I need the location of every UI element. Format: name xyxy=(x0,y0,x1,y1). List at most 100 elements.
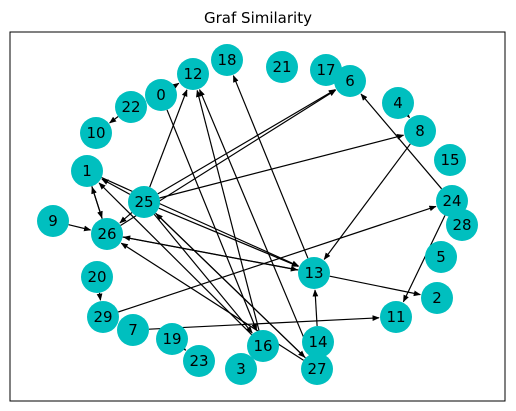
edge-24-to-6 xyxy=(360,93,443,190)
node-10: 10 xyxy=(80,117,112,149)
node-label-18: 18 xyxy=(217,51,236,69)
node-5: 5 xyxy=(425,241,457,273)
node-circle-18 xyxy=(211,44,243,76)
edge-25-to-8 xyxy=(159,134,405,199)
node-20: 20 xyxy=(81,261,113,293)
node-label-23: 23 xyxy=(189,352,208,370)
node-13: 13 xyxy=(298,257,330,289)
edge-13-to-18 xyxy=(232,75,309,259)
node-circle-17 xyxy=(310,54,342,86)
node-circle-4 xyxy=(382,87,414,119)
node-circle-21 xyxy=(266,51,298,83)
edge-4-to-8 xyxy=(403,110,410,119)
node-28: 28 xyxy=(446,209,478,241)
node-circle-20 xyxy=(81,261,113,293)
edge-19-to-23 xyxy=(179,343,187,351)
node-circle-10 xyxy=(80,117,112,149)
edge-25-to-6 xyxy=(157,89,336,195)
figure-title: Graf Similarity xyxy=(204,9,312,27)
node-0: 0 xyxy=(145,79,177,111)
edge-27-to-12 xyxy=(199,89,312,355)
node-circle-22 xyxy=(115,91,147,123)
edge-24-to-11 xyxy=(402,215,446,303)
edge-27-to-25 xyxy=(155,213,306,359)
node-circle-16 xyxy=(247,330,279,362)
node-17: 17 xyxy=(310,54,342,86)
node-15: 15 xyxy=(434,144,466,176)
node-label-14: 14 xyxy=(308,333,327,351)
node-label-22: 22 xyxy=(121,98,140,116)
node-label-0: 0 xyxy=(156,86,166,104)
node-circle-7 xyxy=(117,314,149,346)
node-label-24: 24 xyxy=(442,192,461,210)
node-circle-6 xyxy=(334,65,366,97)
node-7: 7 xyxy=(117,314,149,346)
node-circle-15 xyxy=(434,144,466,176)
node-4: 4 xyxy=(382,87,414,119)
node-27: 27 xyxy=(301,353,333,385)
node-14: 14 xyxy=(302,326,334,358)
edge-29-to-24 xyxy=(118,205,437,313)
node-label-3: 3 xyxy=(236,360,246,378)
node-circle-25 xyxy=(128,186,160,218)
node-label-4: 4 xyxy=(393,94,403,112)
node-21: 21 xyxy=(266,51,298,83)
node-3: 3 xyxy=(225,353,257,385)
edge-16-to-12 xyxy=(196,89,260,331)
edge-25-to-12 xyxy=(149,89,188,188)
node-circle-27 xyxy=(301,353,333,385)
edge-16-to-1 xyxy=(98,182,253,336)
node-circle-3 xyxy=(225,353,257,385)
node-26: 26 xyxy=(91,218,123,250)
node-label-21: 21 xyxy=(272,58,291,76)
node-circle-11 xyxy=(380,301,412,333)
node-12: 12 xyxy=(177,58,209,90)
node-25: 25 xyxy=(128,186,160,218)
node-18: 18 xyxy=(211,44,243,76)
axes-frame xyxy=(9,31,506,402)
node-circle-2 xyxy=(421,282,453,314)
node-label-27: 27 xyxy=(307,360,326,378)
node-label-12: 12 xyxy=(183,65,202,83)
edge-22-to-10 xyxy=(109,116,119,124)
node-circle-29 xyxy=(87,301,119,333)
nodes-layer: 0123456789101112131415161718192021222324… xyxy=(37,44,478,385)
node-19: 19 xyxy=(156,323,188,355)
node-circle-1 xyxy=(71,155,103,187)
node-label-29: 29 xyxy=(93,308,112,326)
node-11: 11 xyxy=(380,301,412,333)
node-label-15: 15 xyxy=(440,151,459,169)
node-label-17: 17 xyxy=(316,61,335,79)
node-label-5: 5 xyxy=(436,248,446,266)
node-label-13: 13 xyxy=(304,264,323,282)
edge-20-to-29 xyxy=(96,292,103,301)
node-label-28: 28 xyxy=(452,216,471,234)
node-label-8: 8 xyxy=(415,122,425,140)
edge-14-to-13 xyxy=(312,289,319,327)
node-label-2: 2 xyxy=(432,289,442,307)
edge-7-to-11 xyxy=(148,315,380,330)
edge-0-to-16 xyxy=(166,109,258,331)
node-label-1: 1 xyxy=(82,162,92,180)
node-label-7: 7 xyxy=(128,321,138,339)
edge-25-to-13 xyxy=(158,207,299,267)
node-22: 22 xyxy=(115,91,147,123)
node-label-25: 25 xyxy=(134,193,153,211)
node-8: 8 xyxy=(404,115,436,147)
node-label-16: 16 xyxy=(253,337,272,355)
edge-13-to-26 xyxy=(122,235,299,271)
node-circle-23 xyxy=(183,345,215,377)
edge-25-to-16 xyxy=(153,213,253,334)
node-circle-8 xyxy=(404,115,436,147)
node-label-19: 19 xyxy=(162,330,181,348)
node-circle-13 xyxy=(298,257,330,289)
node-label-9: 9 xyxy=(48,212,58,230)
node-circle-26 xyxy=(91,218,123,250)
edge-26-to-1 xyxy=(91,186,103,219)
node-label-10: 10 xyxy=(86,124,105,142)
edge-8-to-13 xyxy=(323,143,411,260)
node-24: 24 xyxy=(436,185,468,217)
node-circle-19 xyxy=(156,323,188,355)
edge-9-to-26 xyxy=(68,224,92,232)
